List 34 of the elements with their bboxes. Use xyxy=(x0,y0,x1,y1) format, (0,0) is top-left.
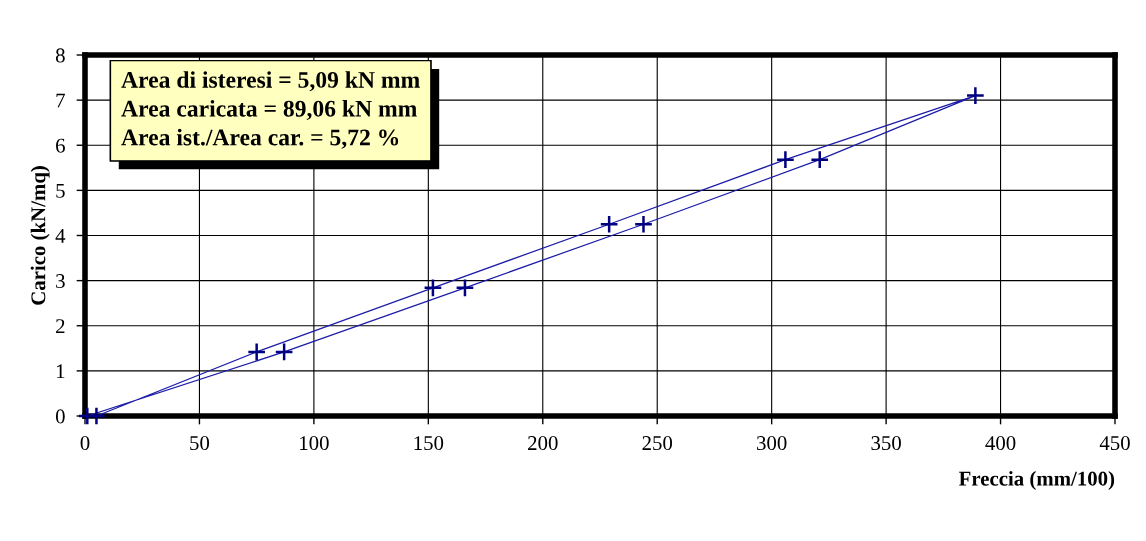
point xyxy=(247,342,267,362)
x-tick-label: 450 xyxy=(1099,436,1130,451)
y-tick-label: 6 xyxy=(56,138,65,153)
x-tick-label: 250 xyxy=(642,436,673,451)
x-tick-label: 300 xyxy=(757,436,787,451)
point xyxy=(633,214,654,234)
point xyxy=(455,278,475,298)
y-tick-label: 7 xyxy=(56,93,65,108)
y-tick-label: 5 xyxy=(56,183,65,198)
y-tick-label: 1 xyxy=(56,364,65,379)
point xyxy=(274,342,294,362)
y-tick-label: 8 xyxy=(55,48,65,63)
annotation: Area caricata = 89,06 kN mm xyxy=(121,100,417,121)
x-tick-label: 100 xyxy=(300,436,329,451)
point xyxy=(775,150,795,170)
point xyxy=(86,406,107,426)
point xyxy=(599,214,619,234)
x-tick-label: 0 xyxy=(80,436,90,451)
point xyxy=(965,86,985,106)
x-tick-label: 50 xyxy=(190,436,210,451)
point xyxy=(810,150,830,170)
annotation: Area di isteresi = 5,09 kN mm xyxy=(121,71,420,92)
annotation: Area ist./Area car. = 5,72 % xyxy=(121,128,399,149)
y-tick-label: 3 xyxy=(56,274,65,289)
y-tick-label: 4 xyxy=(55,229,66,243)
x-tick-label: 200 xyxy=(528,436,558,451)
y-tick-label: 0 xyxy=(55,409,65,424)
point xyxy=(423,278,443,298)
y-tick-label: 2 xyxy=(56,319,65,333)
x-tick-label: 150 xyxy=(414,436,444,451)
y-axis-title: Carico (kN/mq) xyxy=(30,166,50,305)
x-tick-label: 350 xyxy=(871,436,901,451)
x-tick-label: 400 xyxy=(985,436,1016,451)
x-axis-title: Freccia (mm/100) xyxy=(958,471,1115,490)
